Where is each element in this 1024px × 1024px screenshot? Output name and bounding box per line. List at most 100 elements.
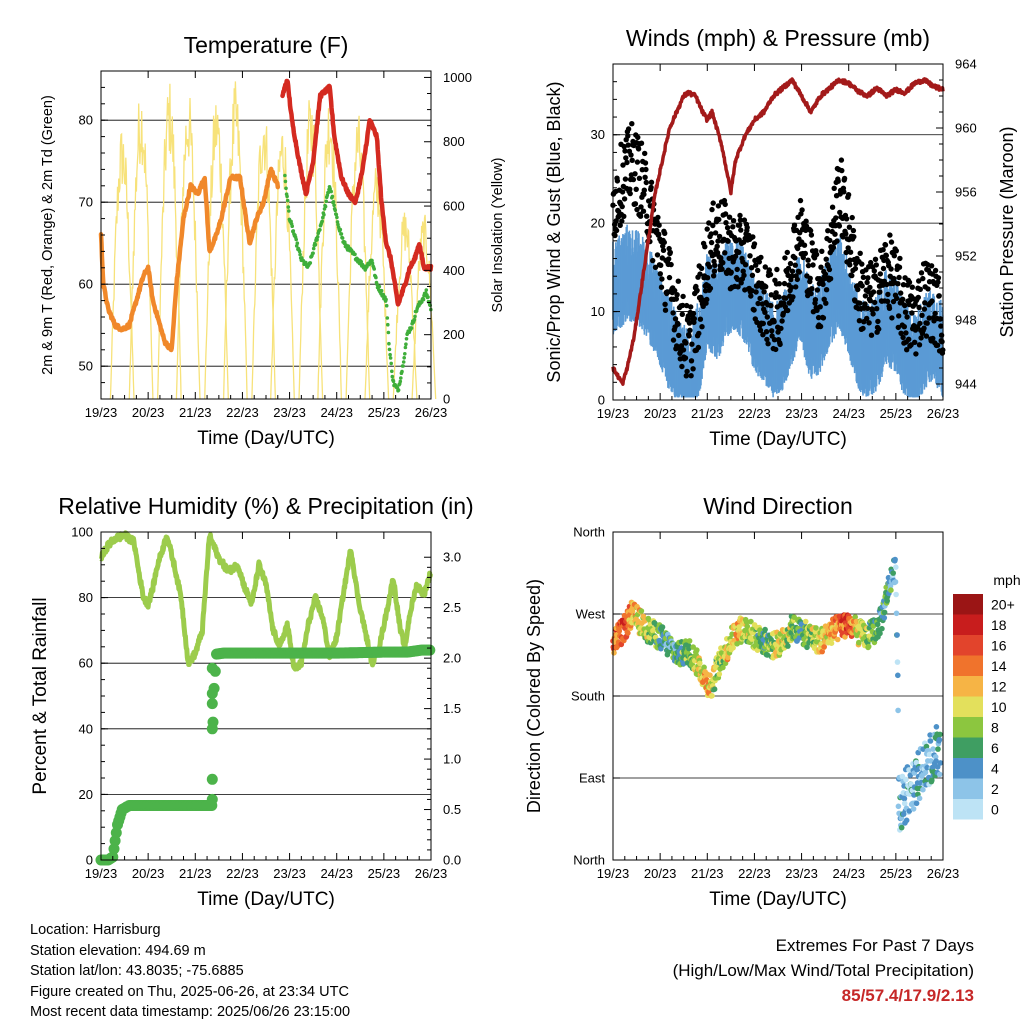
- dewpoint-point: [283, 179, 288, 184]
- dewpoint-point: [401, 360, 406, 364]
- extremes-box: Extremes For Past 7 Days (High/Low/Max W…: [673, 933, 974, 1008]
- precip-point: [206, 662, 218, 674]
- wind-xtick-label: 21/23: [691, 406, 724, 421]
- dewpoint-point: [334, 212, 339, 217]
- gust-point: [712, 230, 719, 236]
- gust-point: [801, 242, 808, 248]
- gust-point: [831, 185, 837, 191]
- dewpoint-point: [386, 322, 390, 327]
- wind-xtick-label: 22/23: [738, 406, 771, 421]
- gust-point: [667, 249, 673, 256]
- gust-point: [761, 289, 767, 295]
- dewpoint-point: [404, 337, 409, 341]
- direction-point: [894, 659, 901, 665]
- gust-point: [722, 211, 729, 217]
- precip-point: [108, 843, 120, 855]
- rh-y2tick-label: 1.5: [443, 701, 461, 716]
- direction-point: [616, 628, 623, 634]
- gust-point: [688, 358, 695, 364]
- gust-point: [917, 286, 923, 292]
- colorbar-title: mph: [993, 572, 1020, 588]
- gust-point: [636, 175, 643, 181]
- dewpoint-point: [387, 347, 392, 352]
- colorbar-label: 8: [991, 719, 999, 735]
- wind-y2label: Station Pressure (Maroon): [997, 126, 1017, 337]
- rh-y2tick-label: 3.0: [443, 550, 461, 565]
- gust-point: [793, 284, 799, 290]
- gust-point: [657, 271, 663, 277]
- gust-point: [764, 336, 770, 343]
- gust-point: [790, 294, 796, 300]
- gust-point: [708, 239, 715, 246]
- dir-ytick-label: North: [573, 525, 605, 540]
- gust-point: [807, 227, 814, 234]
- direction-point: [930, 746, 936, 752]
- colorbar-label: 20+: [991, 596, 1015, 612]
- gust-point: [935, 279, 941, 285]
- precip-point: [206, 773, 218, 785]
- gust-point: [695, 344, 702, 351]
- dewpoint-point: [333, 208, 338, 213]
- gust-point: [672, 316, 679, 322]
- gust-point: [680, 347, 687, 353]
- gust-point: [698, 265, 705, 271]
- direction-point: [910, 806, 917, 812]
- gust-point: [894, 295, 900, 301]
- gust-point: [906, 336, 912, 342]
- gust-point: [855, 286, 861, 293]
- gust-point: [917, 320, 923, 327]
- dir-ytick-label: East: [579, 771, 605, 786]
- gust-point: [866, 320, 872, 326]
- gust-point: [928, 263, 935, 269]
- direction-point: [881, 609, 888, 616]
- temp-ytick-label: 70: [79, 195, 93, 210]
- solar-line: [317, 108, 343, 400]
- gust-point: [800, 254, 806, 261]
- gust-point: [765, 341, 771, 347]
- gust-point: [776, 294, 782, 300]
- gust-point: [732, 253, 739, 259]
- gust-point: [755, 300, 761, 307]
- gust-point: [867, 284, 873, 291]
- temp-y2label: Solar Insolation (Yellow): [490, 157, 506, 312]
- gust-point: [773, 290, 779, 296]
- gust-point: [819, 248, 825, 254]
- direction-point: [937, 760, 944, 766]
- gust-point: [755, 267, 761, 274]
- direction-point: [888, 587, 894, 593]
- gust-point: [896, 274, 902, 281]
- gust-point: [662, 301, 668, 307]
- direction-point: [884, 598, 890, 604]
- gust-point: [918, 270, 925, 276]
- gust-point: [791, 222, 798, 228]
- gust-point: [847, 262, 853, 268]
- direction-point: [922, 769, 929, 776]
- colorbar-label: 18: [991, 617, 1007, 633]
- dewpoint-point: [285, 194, 289, 199]
- gust-point: [873, 262, 879, 268]
- wind-xlabel: Time (Day/UTC): [709, 429, 847, 450]
- rh-ytick-label: 40: [79, 721, 93, 736]
- temp-panel: Temperature (F) 19/23 20/23 21/23 22/23 23/23…: [40, 32, 506, 449]
- rh-ytick-label: 60: [79, 656, 93, 671]
- dewpoint-point: [424, 288, 429, 292]
- gust-point: [614, 178, 621, 184]
- wind-ytick-label: 0: [598, 393, 605, 408]
- gust-point: [871, 268, 877, 274]
- gust-point: [696, 330, 702, 337]
- gust-point: [641, 191, 647, 198]
- colorbar-swatch: [953, 799, 983, 820]
- direction-point: [804, 644, 810, 651]
- gust-point: [648, 179, 655, 185]
- dewpoint-point: [404, 342, 408, 347]
- direction-point: [802, 618, 809, 625]
- gust-point: [688, 304, 694, 310]
- gust-point: [838, 157, 845, 163]
- pressure-line: [611, 77, 945, 386]
- gust-point: [613, 227, 620, 234]
- gust-point: [902, 302, 908, 309]
- direction-point: [640, 613, 647, 620]
- direction-point: [813, 625, 819, 631]
- gust-point: [638, 204, 644, 210]
- gust-point: [774, 266, 780, 273]
